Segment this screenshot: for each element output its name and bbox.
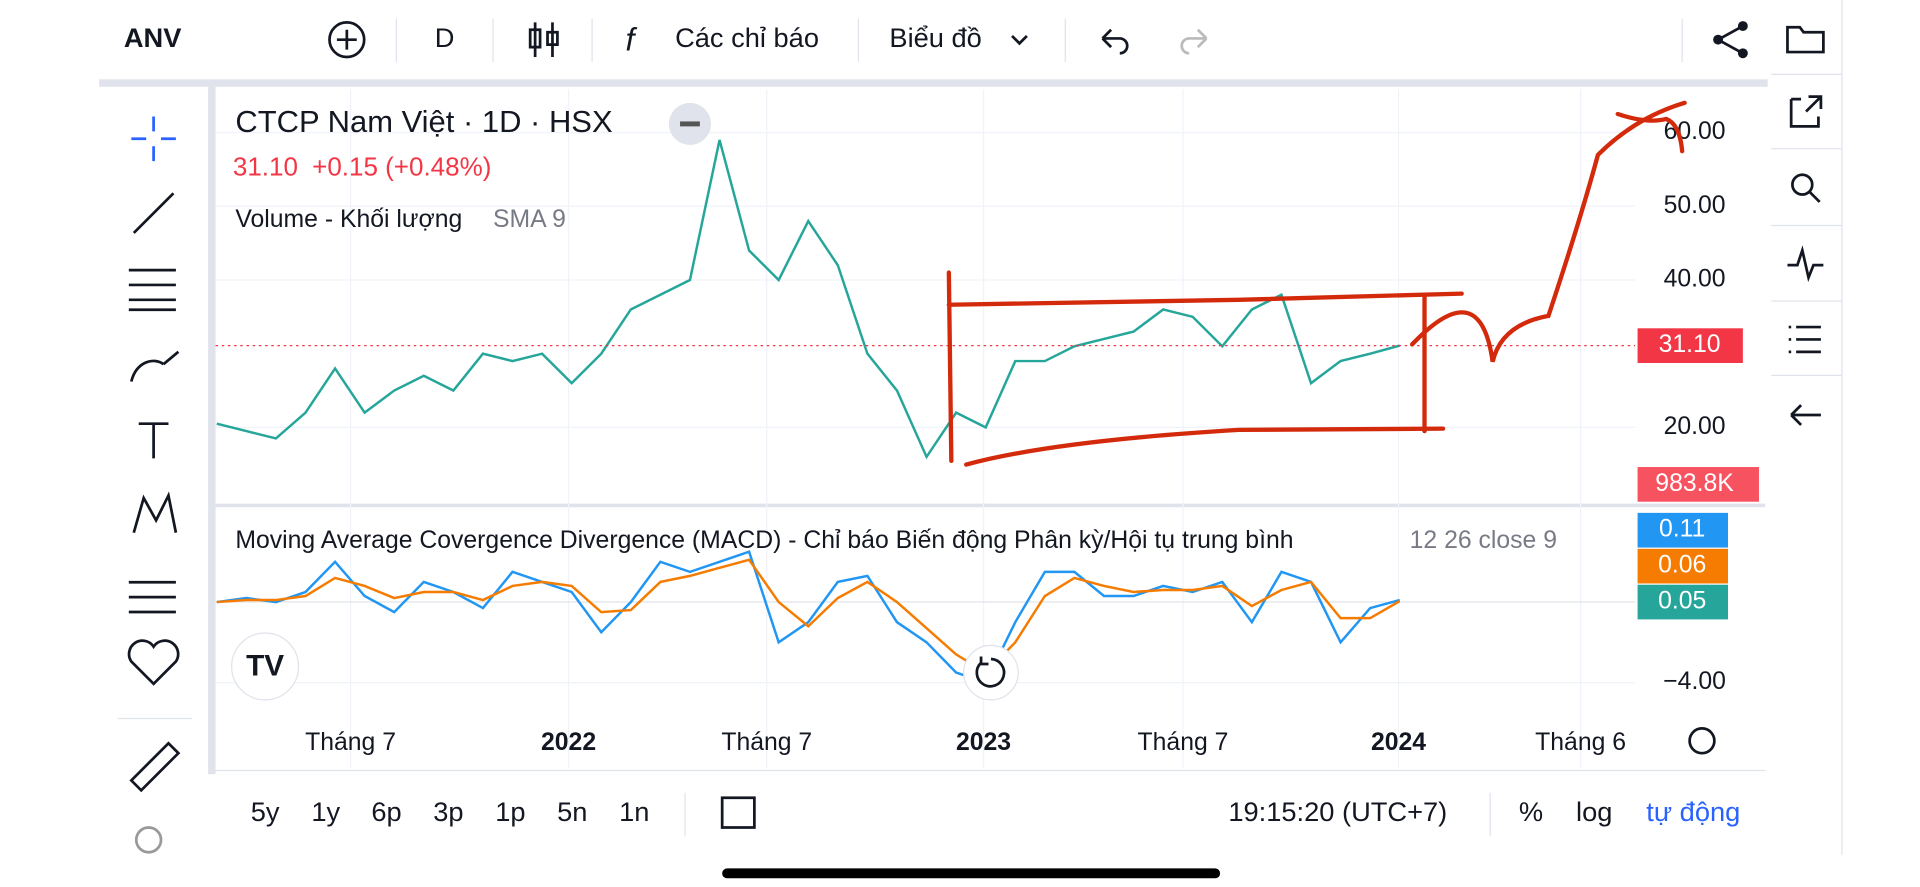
x-tick-label: 2023 — [956, 729, 1011, 756]
y-tick-label: −4.00 — [1663, 668, 1726, 695]
redo[interactable] — [1180, 28, 1208, 55]
reset-icon — [975, 656, 1006, 688]
macd-badge — [1637, 512, 1728, 548]
panel-border — [208, 86, 216, 775]
percent[interactable]: % — [1519, 796, 1543, 827]
signal-badge-text: 0.06 — [1658, 552, 1706, 579]
x-tick-label: Tháng 6 — [1535, 729, 1626, 756]
hist-badge — [1637, 584, 1728, 620]
toolbar-border — [99, 79, 1768, 87]
price-line — [216, 139, 1401, 460]
brush[interactable] — [129, 350, 180, 382]
chart-type[interactable]: Biểu đồ — [889, 22, 981, 53]
macd-badge-text: 0.11 — [1659, 516, 1705, 543]
dropdown — [1011, 35, 1028, 46]
zoom-in[interactable] — [134, 826, 163, 854]
volume-label: Volume - Khối lượng — [235, 206, 462, 233]
fib[interactable] — [128, 268, 176, 312]
change: +0.15 (+0.48%) — [312, 151, 491, 181]
collapse-icon — [680, 121, 700, 127]
logo-text: TV — [246, 650, 284, 683]
crosshair[interactable] — [131, 116, 176, 162]
search-handle — [1808, 191, 1821, 203]
ruler[interactable] — [129, 741, 181, 793]
dividers — [395, 18, 1683, 62]
pattern[interactable] — [132, 491, 178, 534]
popout[interactable] — [1789, 95, 1823, 128]
interval[interactable]: D — [435, 22, 455, 53]
chart-title: CTCP Nam Việt · 1D · HSX — [235, 104, 612, 139]
undo[interactable] — [1101, 28, 1129, 55]
date-range[interactable] — [720, 796, 756, 829]
folder[interactable] — [1786, 25, 1825, 54]
search[interactable] — [1791, 173, 1814, 196]
settings[interactable] — [1688, 727, 1716, 755]
y-tick-label: 50.00 — [1664, 192, 1726, 219]
range-button[interactable]: 1y — [311, 796, 340, 827]
macd-label: Moving Average Covergence Divergence (MA… — [235, 527, 1293, 554]
x-tick-label: 2024 — [1371, 729, 1426, 756]
range-button[interactable]: 6p — [371, 796, 401, 827]
forecast[interactable] — [128, 580, 176, 614]
annotations — [946, 100, 1687, 467]
hist-badge-text: 0.05 — [1658, 588, 1706, 615]
y-tick-label: 40.00 — [1664, 266, 1726, 293]
reset[interactable] — [963, 644, 1019, 701]
range-bar: 5y 1y 6p 3p 1p 5n 1n — [251, 796, 650, 827]
share-dot — [1713, 34, 1724, 45]
back[interactable] — [1790, 404, 1821, 426]
range-button[interactable]: 5y — [251, 796, 280, 827]
candle-icon[interactable] — [528, 22, 559, 58]
symbol[interactable]: ANV — [124, 22, 182, 53]
y-tick-label: 20.00 — [1664, 413, 1726, 440]
x-tick-label: Tháng 7 — [1138, 729, 1229, 756]
clock: 19:15:20 (UTC+7) — [1228, 796, 1447, 827]
indicators[interactable]: Các chỉ báo — [675, 22, 819, 53]
auto[interactable]: tự động — [1646, 796, 1740, 827]
range-button[interactable]: 1p — [495, 796, 525, 827]
x-tick-label: Tháng 7 — [305, 729, 396, 756]
price-badge-text: 31.10 — [1659, 331, 1721, 358]
x-tick-label: Tháng 7 — [721, 729, 812, 756]
range-button[interactable]: 3p — [433, 796, 463, 827]
signal-badge — [1637, 548, 1728, 584]
volume-params: SMA 9 — [493, 206, 566, 233]
log[interactable]: log — [1576, 796, 1612, 827]
trend-line[interactable] — [132, 192, 175, 234]
volume-badge — [1637, 467, 1759, 502]
add-icon — [336, 29, 357, 50]
signal-line — [216, 558, 1401, 675]
favorites[interactable] — [127, 639, 180, 686]
text-tool[interactable] — [138, 422, 169, 459]
share-dot — [1737, 21, 1748, 32]
list[interactable] — [1788, 325, 1821, 354]
volume-badge-text: 983.8K — [1655, 470, 1734, 497]
last-price: 31.10 — [233, 151, 298, 181]
pulse[interactable] — [1787, 245, 1824, 283]
right-dividers — [1771, 73, 1842, 376]
home-indicator — [722, 868, 1221, 879]
macd-params: 12 26 close 9 — [1410, 527, 1557, 554]
logo[interactable] — [231, 632, 300, 701]
add-symbol[interactable] — [328, 20, 366, 59]
share-dot — [1737, 48, 1748, 59]
range-button[interactable]: 1n — [619, 796, 649, 827]
range-button[interactable]: 5n — [557, 796, 587, 827]
price-badge — [1637, 328, 1743, 363]
x-tick-label: 2022 — [541, 729, 596, 756]
